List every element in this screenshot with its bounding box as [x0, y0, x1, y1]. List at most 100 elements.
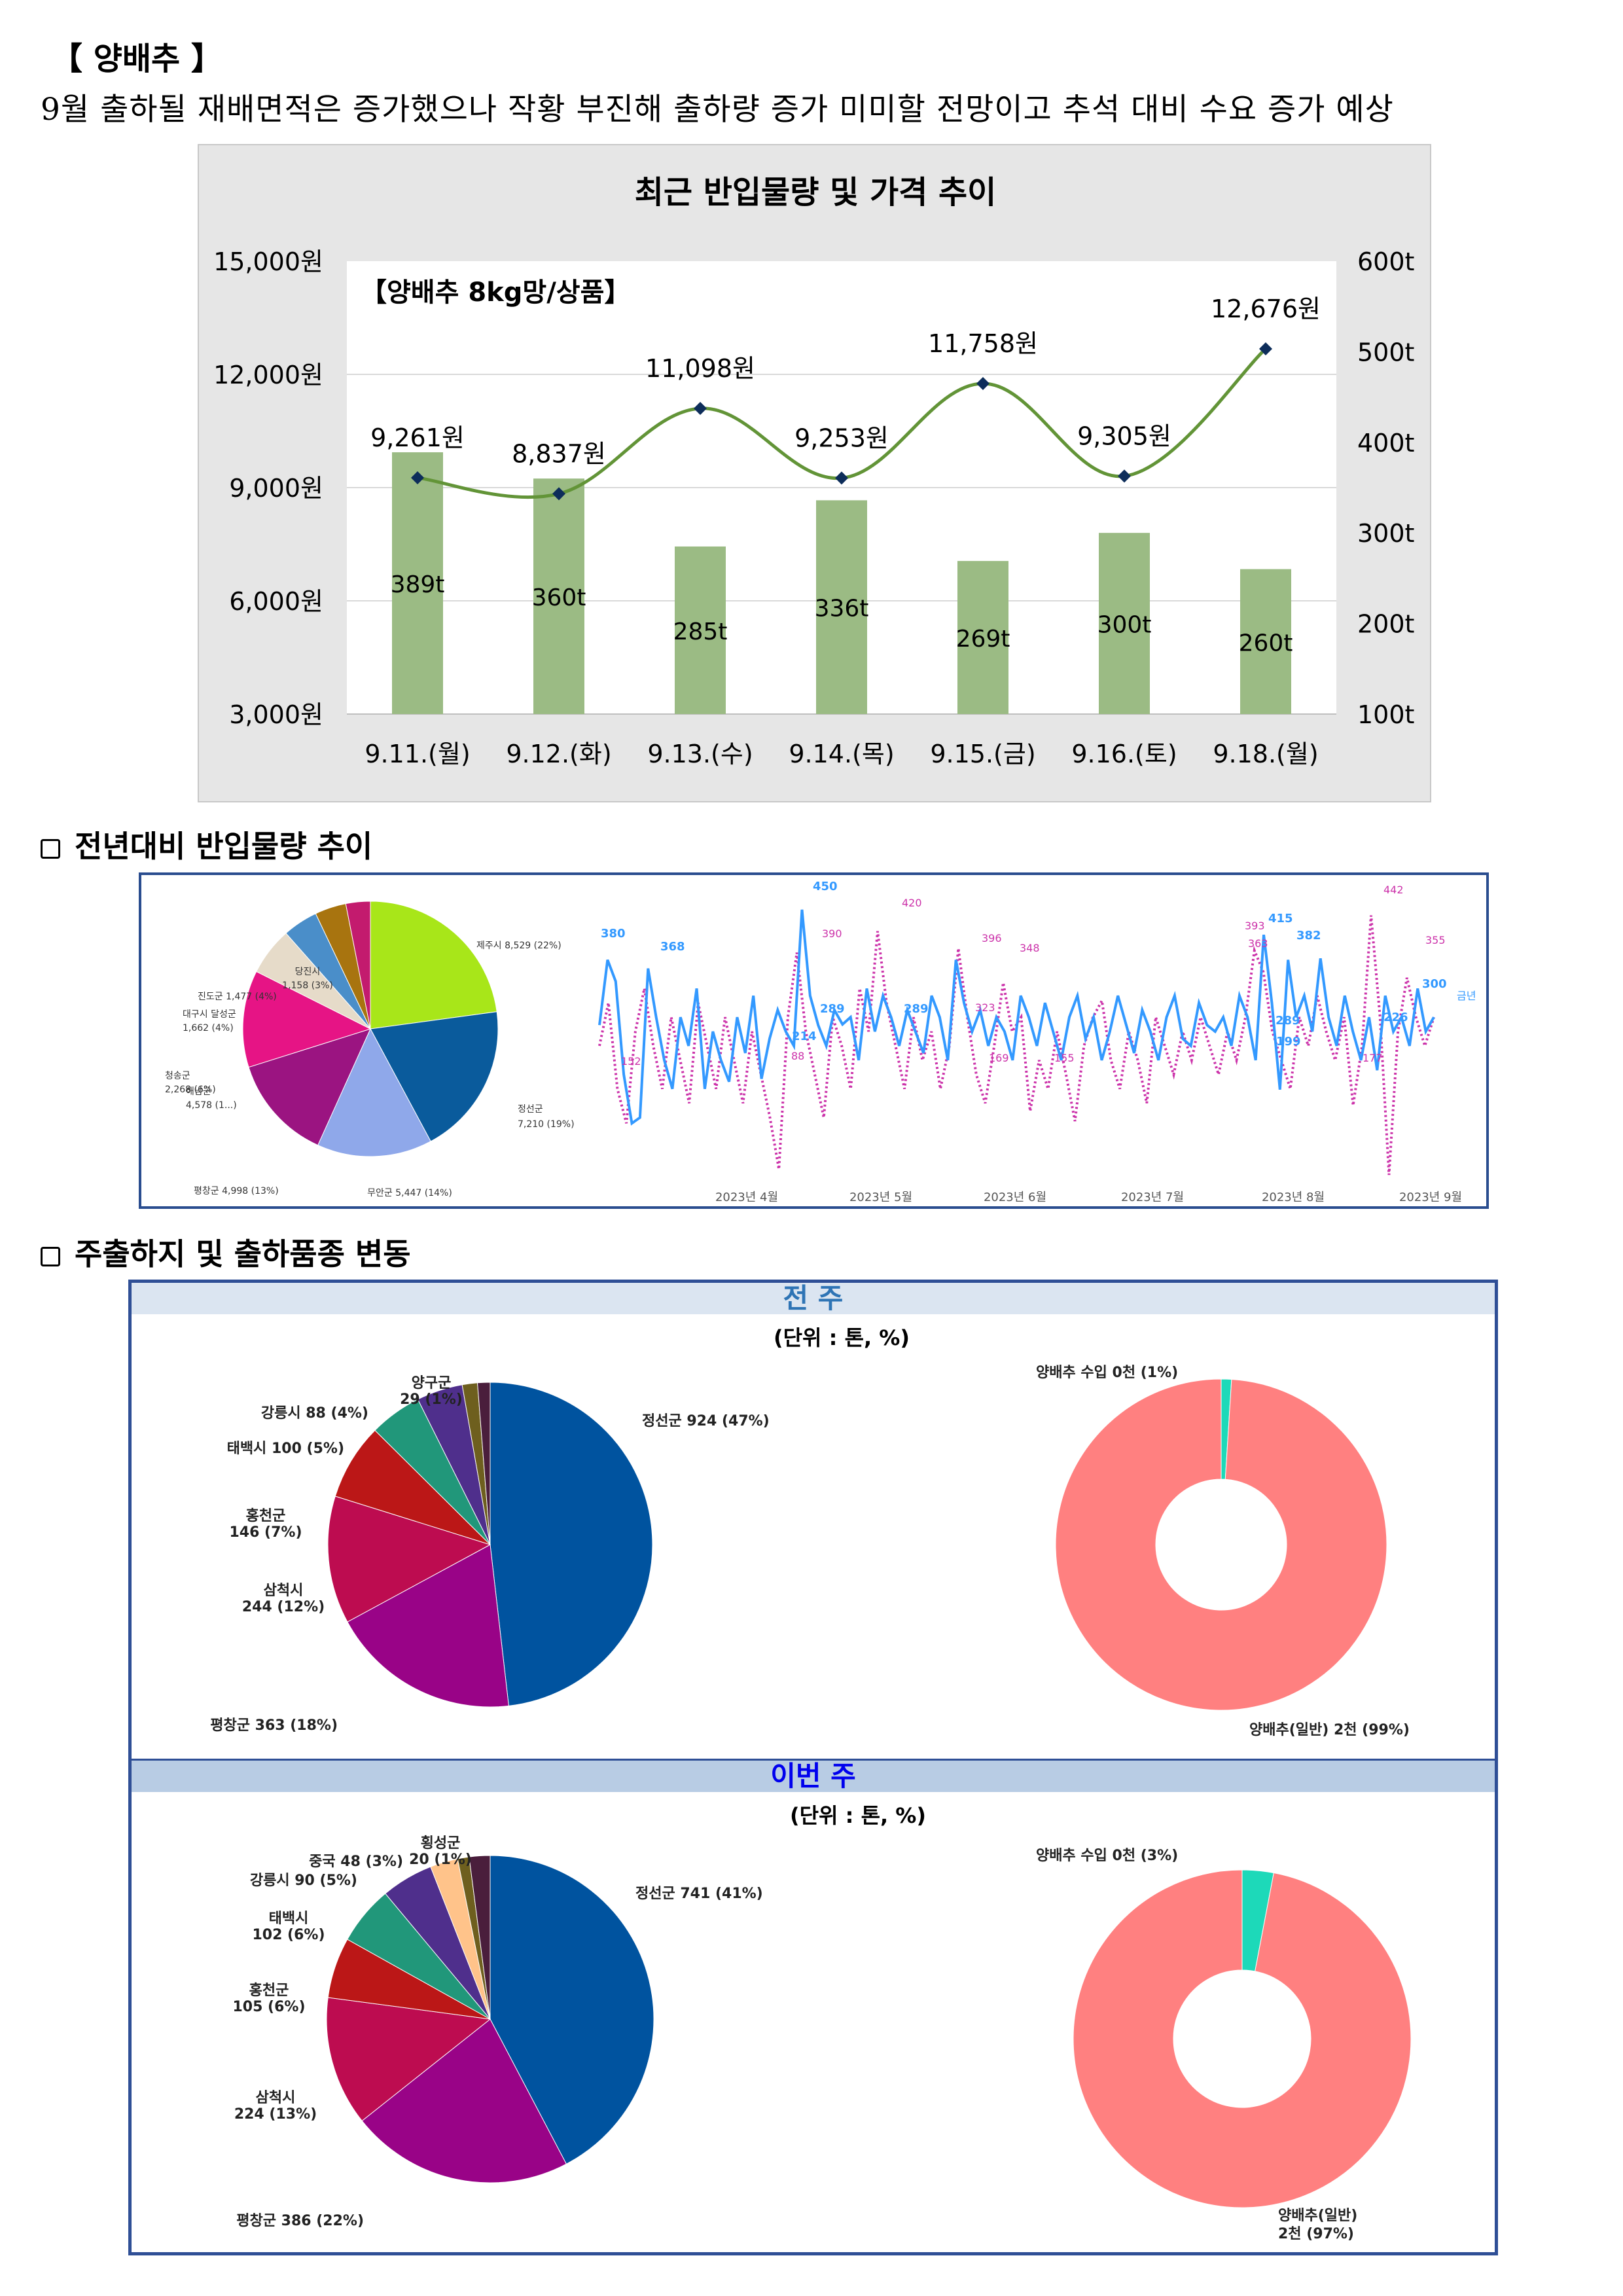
yoy-pie-label: 진도군 1,477 (4%) — [198, 992, 277, 1002]
x-tick-label: 9.18.(월) — [1213, 740, 1318, 768]
yoy-pie-label: 7,210 (19%) — [518, 1119, 575, 1130]
prev-week-pie-slice — [476, 1382, 491, 1545]
y-right-tick-label: 500t — [1357, 338, 1414, 367]
yoy-pie-label: 청송군 — [165, 1071, 190, 1081]
volume-bar — [533, 478, 584, 714]
this-week-pie-slice — [469, 1855, 491, 2020]
previous-value-label: 169 — [989, 1052, 1009, 1064]
yoy-pie-slice — [345, 901, 371, 1030]
volume-bar — [392, 452, 443, 714]
previous-value-label: 155 — [1054, 1052, 1075, 1064]
this-week-pie-label: 삼척시 — [256, 2090, 296, 2106]
previous-value-label: 442 — [1383, 884, 1404, 896]
current-value-label: 450 — [813, 880, 838, 893]
unit-label-prev: (단위 : 톤, %) — [774, 1325, 910, 1350]
current-value-label: 382 — [1296, 929, 1321, 942]
yoy-panel: 제주시 8,529 (22%) 정선군 7,210 (19%) 무안군 5,447 (… — [139, 872, 1489, 1209]
previous-year-line — [598, 915, 1435, 1175]
x-tick-label: 2023년 4월 — [715, 1191, 778, 1204]
this-week-donut-label: 양배추(일반) — [1278, 2208, 1357, 2224]
previous-value-label: 152 — [621, 1055, 641, 1067]
prev-week-pie-label: 146 (7%) — [229, 1524, 302, 1541]
volume-label: 300t — [1097, 612, 1152, 639]
x-tick-label: 9.13.(수) — [647, 740, 753, 768]
prev-week-pie-label: 정선군 924 (47%) — [642, 1413, 770, 1429]
x-tick-label: 2023년 6월 — [984, 1191, 1046, 1204]
price-marker — [552, 487, 565, 501]
volume-label: 285t — [673, 619, 728, 645]
prev-week-pie-label: 태백시 100 (5%) — [227, 1441, 344, 1457]
yoy-pie-slice — [370, 901, 497, 1030]
this-week-pie-label: 평창군 386 (22%) — [236, 2213, 364, 2229]
previous-value-label: 355 — [1425, 934, 1446, 946]
current-value-label: 289 — [1275, 1014, 1300, 1028]
yoy-pie-label: 1,662 (4%) — [183, 1023, 234, 1033]
yoy-panel-svg: 제주시 8,529 (22%) 정선군 7,210 (19%) 무안군 5,447 (… — [165, 880, 1476, 1204]
current-year-line — [598, 909, 1435, 1126]
previous-value-label: 348 — [1020, 942, 1040, 954]
previous-value-label: 393 — [1245, 920, 1265, 932]
price-volume-chart: 최근 반입물량 및 가격 추이 【양배추 8kg망/상품】 3,000원 6,00… — [198, 144, 1431, 802]
page-title: 【 양배추 】 — [51, 41, 223, 77]
this-week-pie-label: 중국 48 (3%) — [309, 1854, 403, 1870]
y-right-tick-label: 300t — [1357, 519, 1414, 548]
section-weekly: 주출하지 및 출하품종 변동 — [41, 1230, 411, 1274]
unit-label-curr: (단위 : 톤, %) — [790, 1803, 926, 1828]
price-marker — [1259, 342, 1272, 356]
y-left-tick-label: 6,000원 — [229, 587, 323, 616]
price-label: 9,261원 — [370, 423, 465, 452]
weekly-panel: 전 주 이번 주 (단위 : 톤, %) (단위 : 톤, %) 정선군 924… — [128, 1280, 1498, 2255]
y-left-tick-label: 12,000원 — [213, 361, 323, 389]
checkbox-icon — [41, 1246, 60, 1266]
x-tick-label: 9.15.(금) — [930, 740, 1035, 768]
price-volume-chart-svg: 최근 반입물량 및 가격 추이 【양배추 8kg망/상품】 3,000원 6,00… — [213, 174, 1414, 768]
this-week-donut-slice — [1073, 1869, 1412, 2208]
prev-week-pie-label: 29 (1%) — [400, 1391, 463, 1408]
prev-week-pie-label: 평창군 363 (18%) — [210, 1717, 338, 1734]
this-week-pie-slice — [361, 2018, 567, 2183]
section-yoy-label: 전년대비 반입물량 추이 — [75, 829, 373, 864]
yoy-pie-label: 해남군 — [186, 1086, 211, 1097]
volume-bar — [957, 561, 1008, 714]
current-value-label: 199 — [1276, 1035, 1301, 1049]
prev-week-pie-label: 홍천군 — [246, 1508, 286, 1524]
this-week-donut-label: 양배추 수입 0천 (3%) — [1036, 1848, 1178, 1864]
section-weekly-label: 주출하지 및 출하품종 변동 — [75, 1236, 411, 1272]
prev-week-pie-slice — [490, 1382, 653, 1706]
prev-week-pie-label: 삼척시 — [264, 1583, 304, 1599]
this-week-donut-label: 2천 (97%) — [1278, 2226, 1354, 2242]
this-week-pie-label: 20 (1%) — [409, 1852, 472, 1868]
this-week-pie-label: 105 (6%) — [232, 1999, 305, 2015]
y-right-tick-label: 100t — [1357, 700, 1414, 729]
prev-week-donut-label: 양배추(일반) 2천 (99%) — [1249, 1722, 1410, 1738]
this-week-pie-slice — [326, 1997, 491, 2122]
this-week-pie-label: 강릉시 90 (5%) — [250, 1873, 357, 1889]
this-week-pie-label: 태백시 — [269, 1910, 309, 1927]
y-right-tick-label: 400t — [1357, 429, 1414, 457]
current-value-label: 226 — [1383, 1011, 1408, 1024]
price-marker — [411, 471, 424, 484]
volume-label: 389t — [391, 571, 445, 598]
previous-value-label: 396 — [982, 932, 1002, 944]
volume-bar — [816, 500, 867, 714]
current-value-label: 368 — [660, 940, 685, 954]
yoy-pie-label: 평창군 4,998 (13%) — [194, 1186, 279, 1196]
x-tick-label: 2023년 8월 — [1262, 1191, 1325, 1204]
current-value-label: 289 — [904, 1002, 929, 1016]
price-label: 11,098원 — [645, 354, 755, 383]
prev-week-pie-slice — [327, 1496, 491, 1623]
x-tick-label: 9.16.(토) — [1071, 740, 1177, 768]
previous-value-label: 420 — [902, 897, 922, 909]
previous-value-label: 390 — [822, 927, 842, 940]
x-tick-label: 2023년 7월 — [1121, 1191, 1184, 1204]
price-label: 11,758원 — [928, 329, 1038, 358]
weekly-panel-svg: (단위 : 톤, %) (단위 : 톤, %) 정선군 924 (47%) 평창군… — [210, 1325, 1412, 2242]
y-left-tick-label: 15,000원 — [213, 247, 323, 276]
checkbox-icon — [41, 838, 60, 859]
band-prev-week: 전 주 — [132, 1283, 1495, 1314]
previous-value-label: 88 — [791, 1050, 804, 1062]
prev-week-pie-label: 244 (12%) — [242, 1599, 325, 1615]
current-value-label: 380 — [601, 927, 626, 941]
chart-subtitle: 【양배추 8kg망/상품】 — [361, 278, 630, 308]
yoy-pie-label: 2,268 (6%) — [165, 1085, 216, 1095]
